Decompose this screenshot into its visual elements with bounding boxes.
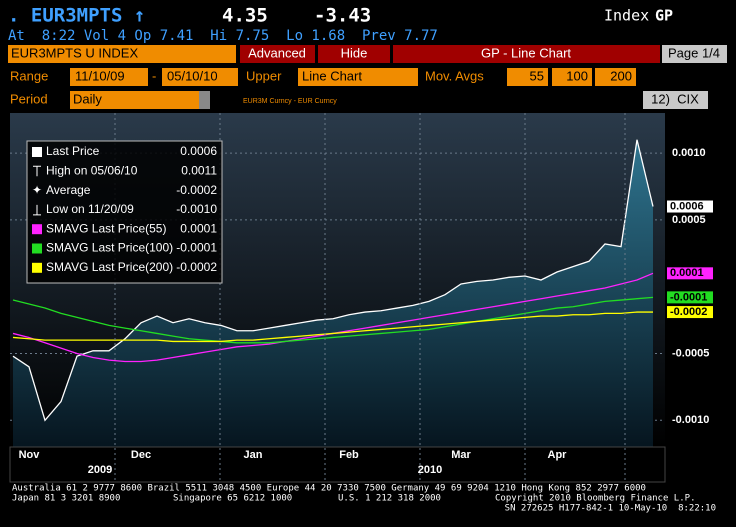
description: EUR3M Curncy - EUR Curncy	[243, 98, 337, 105]
hide: Hide	[341, 45, 368, 60]
footer-line: Singapore 65 6212 1000	[173, 494, 292, 504]
legend-symbol: ✦	[32, 183, 42, 197]
footer-line: Australia 61 2 9777 8600 Brazil 5511 304…	[12, 484, 646, 494]
mov-avg: 100	[566, 68, 588, 83]
series-line	[12, 296, 654, 344]
cix: 12) CIX	[651, 91, 699, 106]
cix-button[interactable]	[643, 91, 708, 109]
asset-class: Index	[604, 7, 649, 25]
mov-avgs-label: Mov. Avgs	[425, 68, 484, 83]
x-tick-label: Mar	[451, 449, 471, 461]
page-box[interactable]	[662, 45, 727, 63]
legend-items: Last Price 0.0006 High on 05/06/10 0.0011 ✦ A…	[32, 144, 217, 274]
upper-label: Upper	[246, 68, 282, 83]
period-field[interactable]	[70, 91, 210, 109]
dropdown[interactable]	[199, 91, 210, 109]
value-tag	[667, 291, 713, 304]
upper-field[interactable]	[298, 68, 418, 86]
end-field[interactable]	[162, 68, 238, 86]
range-label: Range	[10, 68, 48, 83]
value-tag	[667, 267, 713, 280]
security: EUR3MPTS U INDEX	[11, 45, 138, 60]
legend-value: -0.0010	[176, 202, 217, 216]
legend-value: -0.0001	[176, 241, 217, 255]
value-tag-label: -0.0001	[670, 291, 707, 303]
year-label: 2009	[88, 464, 112, 476]
legend-symbol	[33, 165, 41, 177]
value-tag-label: -0.0002	[670, 306, 707, 318]
mov-avg-field[interactable]	[595, 68, 636, 86]
screen-title: GP - Line Chart	[481, 45, 571, 60]
legend-label: SMAVG Last Price(200)	[46, 260, 173, 274]
start: 11/10/09	[75, 68, 125, 83]
legend-symbol	[33, 204, 41, 216]
end: 05/10/10	[167, 68, 218, 83]
dash: -	[152, 68, 156, 83]
legend-swatch	[32, 262, 42, 273]
legend-value: 0.0001	[180, 221, 217, 235]
legend-swatch	[32, 243, 42, 254]
series-line	[12, 139, 654, 422]
period: Daily	[73, 91, 102, 106]
x-tick-label: Apr	[548, 449, 568, 461]
quote-line: At 8:22 Vol 4 Op 7.41 Hi 7.75 Lo 1.68 Pr…	[8, 28, 438, 44]
x-tick-label: Jan	[244, 449, 263, 461]
legend-value: 0.0006	[180, 144, 217, 158]
value-tag	[667, 306, 713, 319]
mov-avg: 200	[610, 68, 632, 83]
price-area	[13, 139, 653, 447]
x-tick-label: Feb	[339, 449, 359, 461]
x-axis-band	[9, 446, 666, 483]
footer-line: Japan 81 3 3201 8900	[12, 494, 120, 504]
period-label: Period	[10, 91, 48, 106]
advanced: Advanced	[248, 45, 306, 60]
value-tag-label: 0.0006	[670, 200, 704, 212]
mov-avg: 55	[530, 68, 544, 83]
footer-line: U.S. 1 212 318 2000	[338, 494, 441, 504]
mov-avg-field[interactable]	[552, 68, 592, 86]
legend-label: Low on 11/20/09	[46, 202, 134, 216]
legend-label: Average	[46, 183, 91, 197]
value-tag	[667, 200, 713, 213]
y-tick-label: -0.0010	[672, 414, 709, 426]
legend-value: 0.0011	[181, 163, 217, 177]
mov-avg-field[interactable]	[507, 68, 548, 86]
x-tick-label: Dec	[131, 449, 151, 461]
y-tick-label: 0.0005	[672, 214, 706, 226]
series-line	[12, 311, 653, 343]
legend-value: -0.0002	[176, 183, 217, 197]
upper: Line Chart	[302, 68, 362, 83]
page: Page 1/4	[668, 45, 720, 60]
advanced-button[interactable]	[240, 45, 315, 63]
plot	[10, 139, 665, 447]
change: -3.43	[314, 5, 371, 27]
legend-label: Last Price	[46, 144, 100, 158]
footer-line: SN 272625 H177-842-1 10-May-10 8:22:10	[505, 504, 716, 514]
price: 4.35	[222, 5, 268, 27]
value-tag-label: 0.0001	[670, 267, 704, 279]
legend-label: SMAVG Last Price(100)	[46, 241, 173, 255]
x-tick-label: Nov	[19, 449, 41, 461]
function: GP	[655, 7, 673, 25]
y-tick-label: -0.0005	[672, 347, 709, 359]
year-label: 2010	[418, 464, 442, 476]
hide-button[interactable]	[318, 45, 390, 63]
legend	[26, 140, 223, 284]
y-tick-label: 0.0010	[672, 147, 706, 159]
legend-swatch	[32, 224, 42, 235]
start-field[interactable]	[70, 68, 148, 86]
legend-label: High on 05/06/10	[46, 163, 138, 177]
footer-line: Copyright 2010 Bloomberg Finance L.P.	[495, 494, 695, 504]
security-field[interactable]	[8, 45, 236, 63]
legend-value: -0.0002	[176, 260, 217, 274]
ticker: . EUR3MPTS ↑	[8, 5, 145, 27]
legend-swatch	[32, 147, 42, 157]
screen-bar	[393, 45, 660, 63]
legend-label: SMAVG Last Price(55)	[46, 221, 166, 235]
